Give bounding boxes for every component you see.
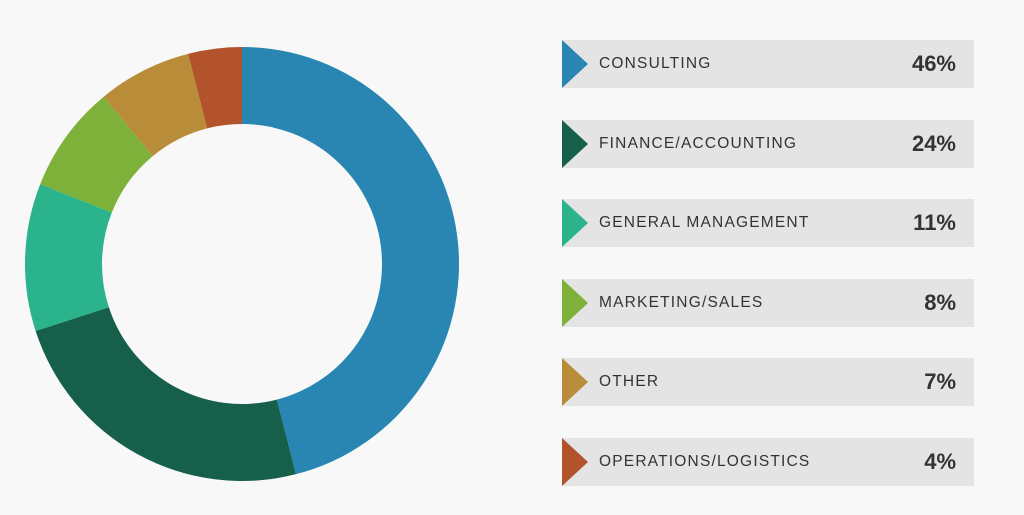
donut-slice-finance-accounting	[35, 307, 296, 481]
donut-slice-marketing-sales	[40, 96, 153, 213]
legend-marker-general-management	[562, 199, 588, 248]
legend-item-other: OTHER 7%	[562, 358, 974, 407]
legend-value-consulting: 46%	[911, 51, 956, 76]
legend-item-operations-logistics: OPERATIONS/LOGISTICS 4%	[562, 437, 974, 486]
legend-marker-consulting	[562, 40, 588, 88]
legend-marker-finance-accounting	[562, 119, 588, 168]
legend-label-other: OTHER	[599, 373, 660, 391]
donut-slice-general-management	[24, 184, 112, 332]
legend-label-marketing-sales: MARKETING/SALES	[599, 293, 764, 311]
legend-item-finance-accounting: FINANCE/ACCOUNTING 24%	[562, 119, 974, 168]
legend-item-general-management: GENERAL MANAGEMENT 11%	[562, 199, 974, 248]
legend-value-marketing-sales: 8%	[924, 289, 956, 315]
legend-label-operations-logistics: OPERATIONS/LOGISTICS	[599, 452, 811, 470]
legend-item-marketing-sales: MARKETING/SALES 8%	[562, 278, 974, 327]
donut-chart	[24, 47, 459, 481]
donut-slice-consulting	[242, 47, 459, 475]
legend-item-consulting: CONSULTING 46%	[562, 40, 974, 88]
legend-value-general-management: 11%	[913, 210, 956, 236]
legend-marker-marketing-sales	[562, 278, 588, 327]
legend-label-consulting: CONSULTING	[599, 55, 712, 72]
legend-marker-operations-logistics	[562, 437, 588, 486]
legend: CONSULTING 46% FINANCE/ACCOUNTING 24% GE…	[562, 40, 974, 515]
legend-value-finance-accounting: 24%	[911, 130, 956, 156]
legend-value-other: 7%	[924, 369, 956, 395]
legend-label-finance-accounting: FINANCE/ACCOUNTING	[599, 134, 798, 152]
donut-slice-operations-logistics	[188, 47, 242, 129]
legend-value-operations-logistics: 4%	[924, 448, 956, 474]
legend-marker-other	[562, 358, 588, 407]
legend-label-general-management: GENERAL MANAGEMENT	[599, 214, 810, 232]
donut-slice-other	[103, 53, 208, 157]
